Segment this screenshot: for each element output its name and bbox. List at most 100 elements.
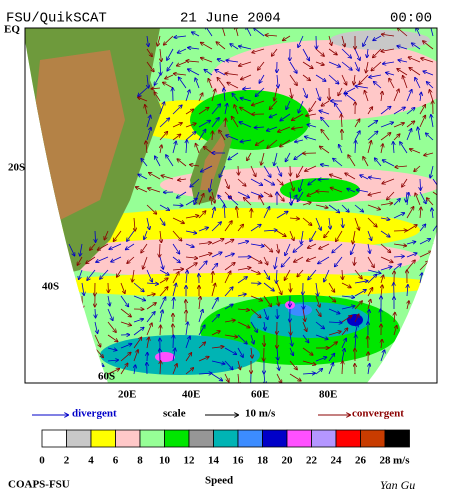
wind-arrow bbox=[354, 61, 359, 71]
wind-arrow bbox=[354, 131, 360, 141]
wind-arrow bbox=[224, 104, 227, 115]
wind-arrow bbox=[127, 230, 135, 241]
wind-arrow bbox=[133, 350, 138, 362]
wind-arrow bbox=[302, 217, 312, 225]
wind-arrow bbox=[196, 144, 200, 154]
wind-arrow bbox=[146, 269, 152, 282]
wind-arrow bbox=[252, 48, 265, 53]
wind-arrow bbox=[224, 88, 225, 102]
wind-arrow bbox=[321, 164, 330, 166]
wind-arrow bbox=[185, 90, 190, 102]
wind-arrow bbox=[410, 149, 421, 154]
date: 21 June 2004 bbox=[180, 11, 281, 27]
wind-arrow bbox=[264, 321, 265, 330]
wind-arrow bbox=[381, 275, 383, 284]
wind-arrow bbox=[380, 107, 391, 115]
speed-region bbox=[100, 335, 260, 375]
wind-arrow bbox=[211, 360, 225, 364]
wind-arrow bbox=[341, 338, 346, 349]
wind-arrow bbox=[367, 288, 373, 297]
wind-field bbox=[25, 28, 437, 383]
lat-label: 60S bbox=[98, 371, 115, 383]
colorbar-label: 0 bbox=[39, 455, 45, 467]
wind-arrow bbox=[420, 207, 421, 219]
wind-arrow bbox=[380, 350, 385, 362]
wind-arrow bbox=[159, 204, 169, 210]
wind-arrow bbox=[224, 287, 233, 297]
wind-arrow bbox=[201, 58, 213, 63]
wind-arrow bbox=[431, 115, 433, 128]
wind-arrow bbox=[104, 230, 109, 240]
wind-arrow bbox=[218, 195, 226, 206]
wind-arrow bbox=[146, 204, 156, 214]
wind-arrow bbox=[69, 269, 71, 280]
wind-arrow bbox=[127, 256, 135, 263]
wind-arrow bbox=[261, 152, 265, 165]
wind-arrow bbox=[109, 243, 122, 249]
lat-label: EQ bbox=[4, 24, 20, 36]
wind-arrow bbox=[174, 36, 187, 37]
wind-arrow bbox=[286, 100, 291, 109]
wind-arrow bbox=[143, 256, 148, 269]
wind-arrow bbox=[432, 321, 437, 324]
wind-arrow bbox=[224, 347, 236, 354]
colorbar-label: 24 bbox=[331, 455, 343, 467]
wind-arrow bbox=[160, 48, 161, 61]
wind-arrow bbox=[414, 165, 421, 171]
wind-arrow bbox=[151, 88, 161, 89]
wind-arrow bbox=[133, 295, 145, 300]
wind-arrow bbox=[172, 123, 182, 128]
wind-arrow bbox=[211, 118, 219, 128]
wind-arrow bbox=[265, 35, 278, 36]
wind-arrow bbox=[133, 337, 141, 349]
wind-arrow bbox=[373, 35, 382, 40]
wind-arrow bbox=[237, 294, 246, 296]
footer-left: COAPS-FSU bbox=[8, 479, 70, 491]
wind-arrow bbox=[117, 269, 122, 277]
wind-arrow bbox=[419, 116, 425, 128]
wind-arrow bbox=[136, 187, 148, 193]
wind-arrow bbox=[186, 271, 187, 284]
wind-arrow bbox=[255, 127, 265, 128]
wind-arrow bbox=[382, 178, 395, 184]
wind-arrow bbox=[338, 87, 343, 95]
wind-arrow bbox=[341, 282, 351, 287]
wind-arrow bbox=[276, 269, 277, 283]
wind-arrow bbox=[224, 178, 229, 188]
colorbar-label: 10 bbox=[159, 455, 171, 467]
wind-arrow bbox=[211, 331, 220, 336]
wind-arrow bbox=[328, 354, 334, 362]
wind-arrow bbox=[43, 360, 44, 373]
wind-arrow bbox=[427, 82, 434, 89]
wind-arrow bbox=[277, 295, 279, 306]
wind-arrow bbox=[335, 256, 343, 266]
wind-arrow bbox=[315, 295, 320, 307]
wind-arrow bbox=[432, 373, 437, 383]
wind-arrow bbox=[237, 241, 248, 245]
wind-arrow bbox=[353, 230, 356, 244]
footer-right: Yan Gu bbox=[380, 478, 415, 492]
wind-arrow bbox=[198, 108, 209, 115]
wind-arrow bbox=[55, 243, 65, 249]
wind-arrow bbox=[159, 118, 169, 128]
wind-arrow bbox=[146, 141, 147, 154]
speed-region bbox=[155, 352, 175, 362]
wind-arrow bbox=[315, 357, 326, 362]
wind-arrow bbox=[96, 256, 109, 262]
wind-arrow bbox=[354, 204, 363, 212]
wind-arrow bbox=[348, 155, 356, 167]
colorbar-label: 20 bbox=[282, 455, 294, 467]
colorbar-label: 2 bbox=[64, 455, 70, 467]
wind-arrow bbox=[240, 107, 252, 115]
wind-arrow bbox=[211, 104, 220, 115]
wind-arrow bbox=[328, 308, 340, 314]
wind-arrow bbox=[217, 78, 226, 89]
footer-center: Speed bbox=[205, 475, 233, 487]
wind-arrow bbox=[267, 139, 278, 148]
wind-arrow bbox=[308, 178, 317, 185]
colorbar-swatch bbox=[237, 429, 263, 448]
wind-arrow bbox=[308, 269, 317, 280]
wind-arrow bbox=[263, 256, 268, 265]
wind-arrow bbox=[398, 60, 408, 62]
wind-arrow bbox=[305, 137, 317, 141]
